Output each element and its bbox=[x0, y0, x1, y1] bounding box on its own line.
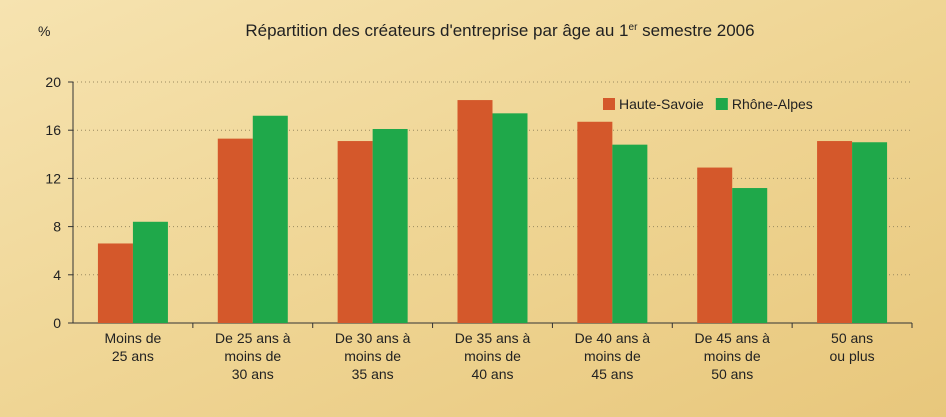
bar bbox=[493, 113, 528, 323]
x-tick-label-line: 25 ans bbox=[112, 348, 154, 364]
x-tick-label-line: moins de bbox=[704, 348, 761, 364]
x-tick-label-line: De 30 ans à bbox=[335, 330, 411, 346]
title-part: Répartition des créateurs d'entreprise p… bbox=[245, 21, 628, 40]
bar bbox=[817, 141, 852, 323]
y-tick-label: 8 bbox=[53, 219, 61, 235]
x-tick-label-line: 50 ans bbox=[711, 366, 753, 382]
x-tick-label-line: 35 ans bbox=[352, 366, 394, 382]
x-tick-label-line: De 35 ans à bbox=[455, 330, 531, 346]
bar bbox=[612, 145, 647, 323]
bar bbox=[133, 222, 168, 323]
y-tick-label: 12 bbox=[45, 170, 61, 186]
y-tick-label: 20 bbox=[45, 74, 61, 90]
x-tick-label-line: 40 ans bbox=[471, 366, 513, 382]
legend-label: Rhône-Alpes bbox=[732, 96, 813, 112]
y-tick-label: 0 bbox=[53, 315, 61, 331]
x-tick-label-line: moins de bbox=[224, 348, 281, 364]
legend-swatch bbox=[716, 98, 728, 110]
x-tick-label-line: De 25 ans à bbox=[215, 330, 291, 346]
chart-title: Répartition des créateurs d'entreprise p… bbox=[245, 21, 754, 40]
x-tick-label-line: ou plus bbox=[829, 348, 874, 364]
legend-swatch bbox=[603, 98, 615, 110]
x-tick-label-line: Moins de bbox=[105, 330, 162, 346]
title-part: semestre 2006 bbox=[637, 21, 754, 40]
bar bbox=[732, 188, 767, 323]
bar bbox=[852, 142, 887, 323]
legend-label: Haute-Savoie bbox=[619, 96, 704, 112]
y-tick-label: 4 bbox=[53, 267, 61, 283]
x-tick-label-line: 30 ans bbox=[232, 366, 274, 382]
x-tick-label-line: De 40 ans à bbox=[575, 330, 651, 346]
x-tick-label-line: moins de bbox=[344, 348, 401, 364]
x-tick-label-line: 50 ans bbox=[831, 330, 873, 346]
y-axis-label: % bbox=[38, 23, 50, 39]
bar bbox=[253, 116, 288, 323]
bar bbox=[458, 100, 493, 323]
bar bbox=[697, 168, 732, 323]
bar bbox=[577, 122, 612, 323]
bar bbox=[338, 141, 373, 323]
bar bbox=[373, 129, 408, 323]
x-tick-label-line: De 45 ans à bbox=[694, 330, 770, 346]
chart: % Répartition des créateurs d'entreprise… bbox=[0, 0, 946, 417]
bar bbox=[98, 243, 133, 323]
x-tick-label-line: 45 ans bbox=[591, 366, 633, 382]
bar bbox=[218, 139, 253, 323]
x-tick-label-line: moins de bbox=[464, 348, 521, 364]
x-tick-label-line: moins de bbox=[584, 348, 641, 364]
y-tick-label: 16 bbox=[45, 122, 61, 138]
